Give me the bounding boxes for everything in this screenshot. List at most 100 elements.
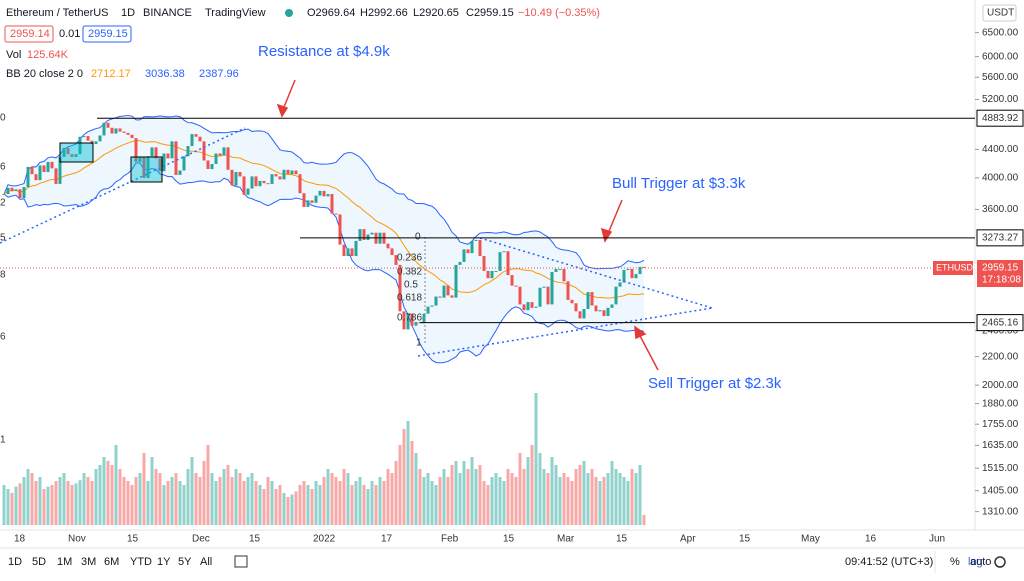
spread: 0.01 <box>59 28 80 40</box>
volume-bar <box>570 481 574 525</box>
y-tick-label: 4400.00 <box>982 144 1019 155</box>
scale-option[interactable]: % <box>950 556 960 568</box>
scale-option[interactable]: log <box>968 556 983 568</box>
volume-bar <box>170 477 174 525</box>
candle <box>362 229 366 240</box>
candle <box>94 141 98 145</box>
candle <box>598 310 602 312</box>
date-range-button[interactable] <box>234 555 248 568</box>
candle <box>366 234 370 240</box>
volume-bar <box>366 489 370 525</box>
header: Ethereum / TetherUS 1D BINANCE TradingVi… <box>4 7 600 80</box>
range-button[interactable]: 3M <box>81 556 96 568</box>
candle <box>118 128 122 132</box>
candle <box>502 251 506 253</box>
toolbar: 09:41:52 (UTC+3) 1D 5D 1M 3M 6M YTD 1Y 5Y All% lo… <box>8 551 1006 573</box>
range-button[interactable]: 1D <box>8 556 22 568</box>
candle <box>590 292 594 306</box>
candle <box>582 309 586 319</box>
volume-bar <box>26 469 30 525</box>
candle <box>334 213 338 215</box>
candle <box>218 153 222 156</box>
range-button[interactable]: 6M <box>104 556 119 568</box>
volume-bar <box>154 469 158 525</box>
volume-bar <box>602 477 606 525</box>
volume-bar <box>622 477 626 525</box>
candle <box>566 281 570 300</box>
range-button[interactable]: 1Y <box>157 556 171 568</box>
candle <box>290 170 294 175</box>
volume-bar <box>50 485 54 525</box>
y-tick-label: 1635.00 <box>982 440 1019 451</box>
volume-bar <box>134 477 138 525</box>
volume-bar <box>182 485 186 525</box>
arrow <box>606 199 623 237</box>
volume-bar <box>614 469 618 525</box>
volume-bar <box>6 489 10 525</box>
volume-bar <box>610 461 614 525</box>
trend-line <box>479 237 713 309</box>
candle <box>198 136 202 142</box>
candle <box>390 248 394 256</box>
volume-bar <box>518 453 522 525</box>
candle <box>150 147 154 157</box>
range-button[interactable]: 5Y <box>178 556 192 568</box>
fib-label: 0.5 <box>404 280 418 291</box>
ask: 2959.15 <box>88 28 128 40</box>
candle <box>510 275 514 286</box>
volume-bar <box>374 485 378 525</box>
volume-bar <box>410 441 414 525</box>
x-tick-label: Jun <box>929 534 945 545</box>
candle <box>494 270 498 272</box>
volume-label: Vol <box>6 49 21 61</box>
volume-bar <box>386 469 390 525</box>
range-button[interactable]: 1M <box>57 556 72 568</box>
volume-bar <box>582 461 586 525</box>
x-tick-label: 15 <box>503 534 515 545</box>
candle <box>626 268 630 270</box>
volume-bar <box>510 473 514 525</box>
volume-bar <box>102 457 106 525</box>
candle <box>466 249 470 254</box>
volume-bar <box>234 469 238 525</box>
volume-bar <box>598 481 602 525</box>
y-tick-label: 1515.00 <box>982 463 1019 474</box>
axis-fragment: 8 <box>0 270 6 281</box>
y-tick-label: 1880.00 <box>982 398 1019 409</box>
y-tick-label: 6000.00 <box>982 51 1019 62</box>
volume-bar <box>398 445 402 525</box>
candle <box>154 147 158 159</box>
volume-bar <box>434 485 438 525</box>
change: −10.49 (−0.35%) <box>518 7 600 19</box>
range-button[interactable]: YTD <box>130 556 152 568</box>
currency-select[interactable] <box>982 4 1017 22</box>
candle <box>354 240 358 257</box>
volume-bar <box>118 469 122 525</box>
volume-bar <box>418 469 422 525</box>
candle <box>146 156 150 178</box>
volume-bar <box>474 469 478 525</box>
scale-option[interactable]: auto <box>970 556 991 568</box>
volume-bar <box>106 461 110 525</box>
range-button[interactable]: All <box>200 556 212 568</box>
candle <box>618 282 622 287</box>
candle <box>142 156 146 178</box>
highlight-box <box>59 142 94 163</box>
candle <box>306 200 310 207</box>
volume-bar <box>354 481 358 525</box>
candle <box>594 305 598 312</box>
range-button[interactable]: 5D <box>32 556 46 568</box>
settings-button[interactable] <box>994 556 1006 568</box>
currency: USDT <box>987 8 1014 19</box>
fib-label: 0.618 <box>397 293 422 304</box>
volume-bar <box>338 481 342 525</box>
x-tick-label: 15 <box>739 534 751 545</box>
candle <box>422 313 426 324</box>
volume-bar <box>478 465 482 525</box>
volume-bar <box>58 477 62 525</box>
volume-bar <box>74 483 78 525</box>
bid-box[interactable] <box>4 25 54 43</box>
ask-box[interactable] <box>82 25 132 43</box>
volume-bar <box>450 465 454 525</box>
candle <box>350 248 354 257</box>
